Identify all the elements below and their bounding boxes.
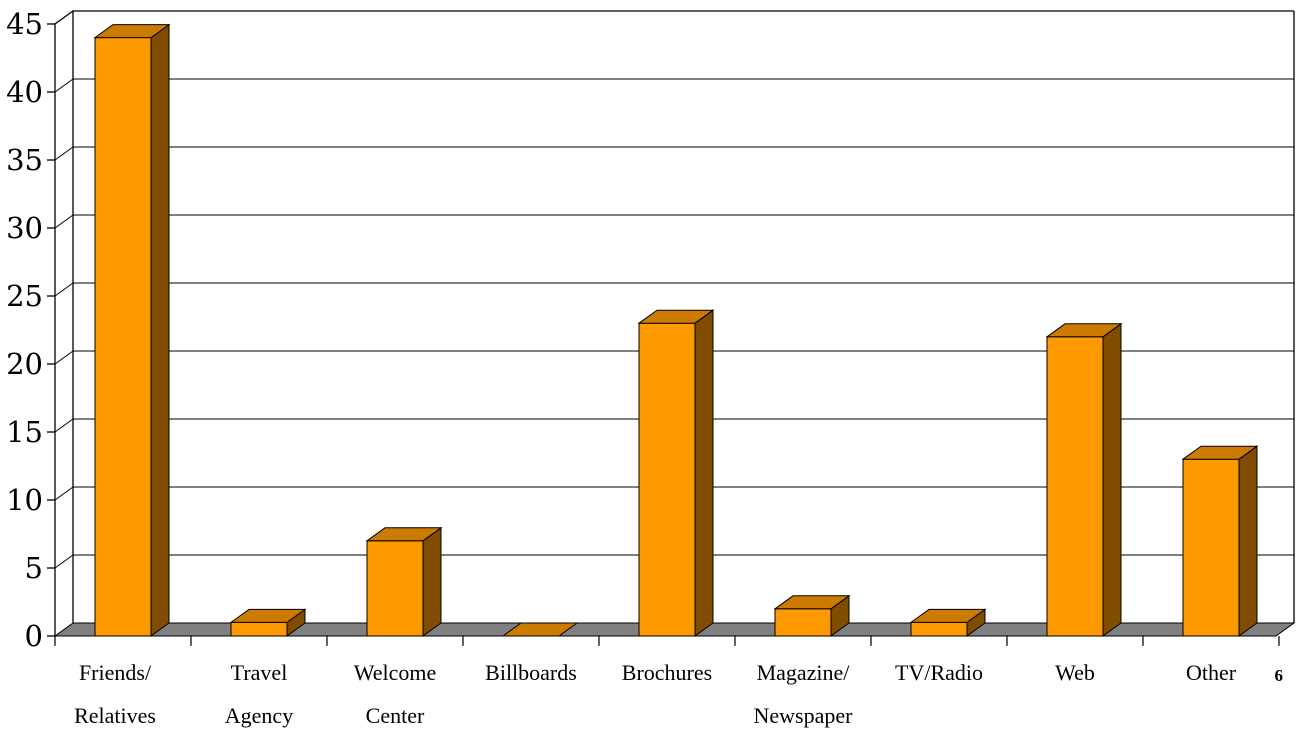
x-tick-label: Center	[366, 703, 425, 728]
bar-front	[1046, 336, 1104, 637]
y-tick-label: 15	[6, 415, 43, 449]
x-tick-label: Newspaper	[754, 703, 854, 728]
bars	[93, 23, 1259, 637]
bar-top	[229, 608, 307, 623]
x-tick-label: Travel	[231, 660, 288, 685]
y-tick-label: 45	[6, 7, 43, 41]
x-tick-label: TV/Radio	[895, 660, 983, 685]
gridline-depth	[54, 418, 74, 433]
bar-top	[1045, 323, 1123, 338]
bar-front	[230, 621, 288, 637]
bar-top	[365, 527, 443, 542]
x-axis: Friends/Relatives Travel Agency Welcome Cent…	[54, 636, 1280, 728]
gridline-depth	[54, 78, 74, 93]
bar-side	[1102, 322, 1122, 637]
bar-top	[773, 595, 851, 610]
gridline-depth	[54, 146, 74, 161]
bar-side	[150, 23, 170, 637]
bar	[93, 23, 171, 637]
page-number: 6	[1274, 666, 1284, 685]
gridline-depth	[54, 486, 74, 501]
bar-front	[774, 608, 832, 637]
y-axis: 0 5 10 15 20 25 30 35 40 45	[6, 7, 55, 653]
x-tick-label: Agency	[225, 703, 293, 728]
gridline-depth	[54, 554, 74, 569]
gridline-depth	[54, 350, 74, 365]
bar	[501, 622, 579, 637]
bar-front	[1182, 458, 1240, 637]
bar	[773, 594, 851, 637]
x-tick-label: Brochures	[622, 660, 712, 685]
y-tick-label: 0	[25, 619, 43, 653]
y-tick-label: 20	[6, 347, 43, 381]
bar-side	[694, 309, 714, 637]
bar	[1181, 445, 1259, 637]
gridline-depth	[54, 214, 74, 229]
x-tick-label: Billboards	[485, 660, 577, 685]
bar	[1045, 322, 1123, 637]
bar-side	[422, 526, 442, 637]
x-tick-label: Magazine/	[757, 660, 851, 685]
bar	[229, 608, 307, 637]
x-tick-label: Other	[1186, 660, 1237, 685]
y-tick-label: 30	[6, 211, 43, 245]
y-tick-label: 10	[6, 483, 43, 517]
chart-walls	[54, 9, 1295, 636]
y-tick-label: 35	[6, 143, 43, 177]
bar	[909, 608, 987, 637]
bar-front	[638, 322, 696, 637]
bar-front	[366, 540, 424, 637]
bar-top	[1181, 445, 1259, 460]
bar-top	[637, 309, 715, 324]
x-tick-label: Relatives	[74, 703, 156, 728]
x-tick-label: Web	[1055, 660, 1095, 685]
bar-front	[910, 621, 968, 637]
bar-top	[93, 24, 171, 39]
x-tick-label: Friends/	[79, 660, 152, 685]
y-tick-label: 25	[6, 279, 43, 313]
left-wall	[54, 9, 74, 636]
gridline-depth	[54, 282, 74, 297]
bar	[365, 526, 443, 637]
y-tick-label: 5	[25, 551, 43, 585]
bar-top	[501, 622, 579, 637]
bar-front	[94, 37, 152, 637]
bar-top	[909, 608, 987, 623]
bar	[637, 309, 715, 637]
bar-side	[1238, 445, 1258, 637]
y-tick-label: 40	[6, 75, 43, 109]
x-tick-label: Welcome	[354, 660, 437, 685]
